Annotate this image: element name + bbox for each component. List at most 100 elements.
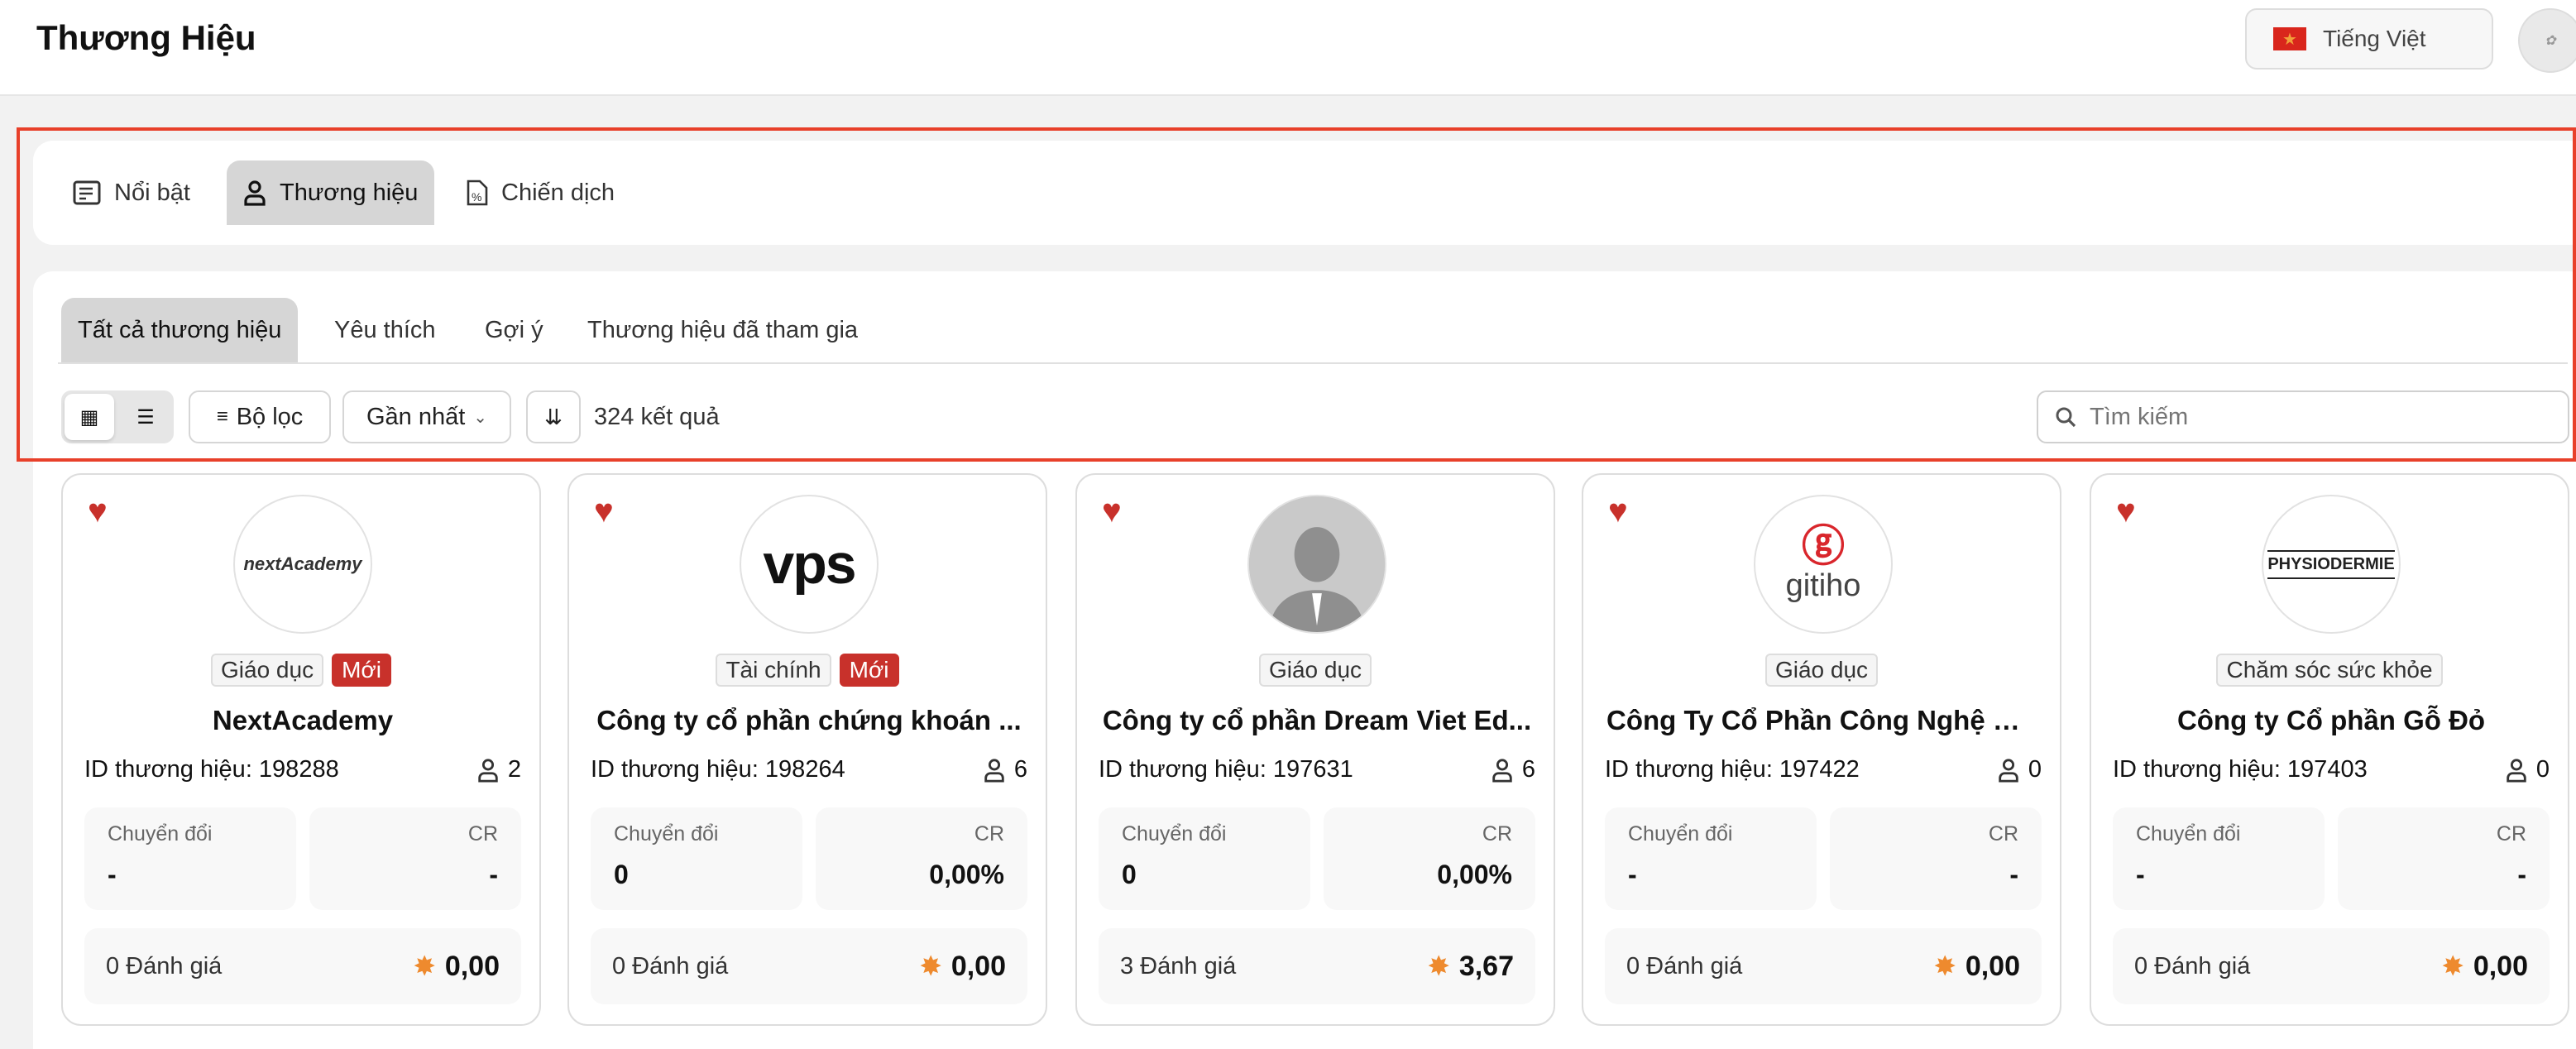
cr-value: 0,00% [929,860,1004,889]
star-icon: ✸ [1428,952,1449,980]
rating-value: 3,67 [1458,950,1514,982]
category-tag: Chăm sóc sức khỏe [2216,654,2443,687]
rating: ✸ 0,00 [921,951,1006,983]
gitiho-mark-icon: ⓖ [1801,522,1845,571]
heart-icon[interactable]: ♥ [88,493,108,529]
subtab-favorites[interactable]: Yêu thích [334,316,436,343]
cr-box: CR - [1830,807,2042,910]
tab-thuong-hieu[interactable]: Thương hiệu [227,160,435,225]
cr-box: CR - [309,807,521,910]
rating: ✸ 0,00 [414,951,500,983]
conversion-value: - [108,860,117,889]
search-input[interactable] [2090,403,2553,431]
member-count: 6 [1013,756,1027,783]
conversion-label: Chuyển đổi [1628,822,1733,845]
heart-icon[interactable]: ♥ [594,493,614,529]
tab-label: Chiến dịch [501,179,615,206]
brand-logo-text: vps [763,533,856,596]
members: 6 [1491,756,1535,783]
cr-value: - [489,860,498,889]
conversion-value: - [2136,860,2145,889]
tag-row: Giáo dục [1583,654,2060,687]
brand-card[interactable]: ♥ nextAcademy Giáo dục Mới NextAcademy I… [61,473,541,1026]
sort-select[interactable]: Gần nhất ⌄ [342,390,511,443]
brand-card[interactable]: ♥ PHYSIODERMIE Chăm sóc sức khỏe Công ty… [2090,473,2569,1026]
search-box[interactable] [2037,390,2569,443]
id-row: ID thương hiệu: 198264 6 [591,756,1027,783]
tab-label: Thương hiệu [280,179,419,206]
brand-name[interactable]: Công Ty Cổ Phần Công Nghệ Gi... [1606,705,2040,735]
grid-view-icon[interactable]: ▦ [65,394,114,440]
new-badge: Mới [332,654,391,687]
cr-value: - [2009,860,2018,889]
page-title: Thương Hiệu [36,18,256,57]
rating: ✸ 3,67 [1429,951,1514,983]
rating-box: 0 Đánh giá ✸ 0,00 [1605,928,2042,1004]
members: 0 [2505,756,2550,783]
subtab-suggested[interactable]: Gợi ý [485,316,543,343]
conversion-box: Chuyển đổi - [84,807,296,910]
conversion-value: - [1628,860,1637,889]
brand-card[interactable]: ♥ Giáo dục Công ty cổ phần Dream Viet Ed… [1075,473,1555,1026]
conversion-label: Chuyển đổi [614,822,719,845]
default-avatar-icon [1249,496,1385,632]
avatar[interactable]: ✿ [2518,8,2576,73]
brand-name[interactable]: Công ty cổ phần Dream Viet Ed... [1102,705,1532,735]
brand-logo-text: nextAcademy [243,553,362,574]
review-count: 3 Đánh giá [1120,952,1237,980]
conversion-label: Chuyển đổi [1122,822,1227,845]
brand-id: ID thương hiệu: 197422 [1605,756,1860,783]
conversion-value: 0 [1122,860,1137,889]
brand-id: ID thương hiệu: 198264 [591,756,845,783]
members: 0 [1997,756,2042,783]
svg-text:%: % [472,190,481,204]
cr-value: - [2517,860,2526,889]
brand-card[interactable]: ♥ ⓖ gitiho Giáo dục Công Ty Cổ Phần Công … [1582,473,2061,1026]
rating: ✸ 0,00 [2443,951,2528,983]
cr-label: CR [1482,822,1512,845]
tag-row: Tài chính Mới [569,654,1046,687]
sort-direction-button[interactable]: ⇊ [526,390,581,443]
category-tag: Giáo dục [1764,654,1879,687]
brand-logo: ⓖ gitiho [1754,495,1893,634]
brand-name[interactable]: Công ty cổ phần chứng khoán ... [596,705,1022,735]
heart-icon[interactable]: ♥ [1608,493,1628,529]
language-selector[interactable]: ★ Tiếng Việt [2245,8,2493,69]
cr-value: 0,00% [1437,860,1512,889]
subtab-all[interactable]: Tất cả thương hiệu [61,298,299,362]
conversion-box: Chuyển đổi 0 [591,807,802,910]
filter-button[interactable]: ≡ Bộ lọc [189,390,331,443]
result-count: 324 kết quả [594,404,720,430]
brand-logo-text: PHYSIODERMIE [2267,549,2395,579]
filter-icon: ≡ [216,405,228,428]
id-row: ID thương hiệu: 197631 6 [1099,756,1535,783]
tab-chien-dich[interactable]: % Chiến dịch [450,160,631,225]
rating-box: 0 Đánh giá ✸ 0,00 [2113,928,2550,1004]
member-count: 2 [507,756,521,783]
rating-value: 0,00 [1965,950,2020,982]
file-percent-icon: % [467,180,488,206]
brand-logo [1247,495,1386,634]
star-icon: ✸ [2442,952,2463,980]
main-tabs: Nổi bật Thương hiệu % Chiến dịch [33,141,2576,245]
filter-label: Bộ lọc [236,403,304,430]
brand-logo: nextAcademy [233,495,372,634]
brand-logo: vps [740,495,879,634]
conversion-box: Chuyển đổi 0 [1099,807,1310,910]
list-view-icon[interactable]: ☰ [136,405,155,429]
rating-box: 3 Đánh giá ✸ 3,67 [1099,928,1535,1004]
rating-box: 0 Đánh giá ✸ 0,00 [591,928,1027,1004]
cr-label: CR [467,822,498,845]
heart-icon[interactable]: ♥ [1102,493,1122,529]
member-count: 0 [2028,756,2042,783]
rating-value: 0,00 [2473,950,2528,982]
subtab-joined[interactable]: Thương hiệu đã tham gia [587,316,859,343]
brand-id: ID thương hiệu: 197631 [1099,756,1353,783]
heart-icon[interactable]: ♥ [2116,493,2136,529]
brand-card[interactable]: ♥ vps Tài chính Mới Công ty cổ phần chứn… [567,473,1047,1026]
brand-name[interactable]: Công ty Cổ phần Gỗ Đỏ [2176,705,2486,735]
id-row: ID thương hiệu: 197422 0 [1605,756,2042,783]
tab-noi-bat[interactable]: Nổi bật [56,160,207,225]
brand-name[interactable]: NextAcademy [212,705,394,735]
members: 6 [983,756,1027,783]
